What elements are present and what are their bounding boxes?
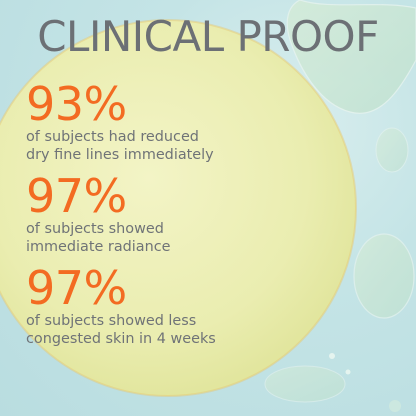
- stat-percent: 93%: [26, 77, 127, 131]
- serum-droplet: [389, 400, 401, 412]
- stat-description-line: of subjects had reduced: [26, 129, 199, 145]
- serum-droplet: [375, 127, 409, 173]
- stat-description-line: dry fine lines immediately: [26, 147, 214, 163]
- page-title: CLINICAL PROOF: [37, 12, 379, 61]
- stat-description-line: congested skin in 4 weeks: [26, 331, 216, 347]
- serum-droplet: [286, 0, 416, 114]
- stat-block: 97% of subjects showed immediate radianc…: [26, 172, 170, 256]
- stat-description-line: immediate radiance: [26, 239, 171, 255]
- stat-description-line: of subjects showed: [26, 221, 164, 237]
- serum-droplet: [264, 365, 346, 403]
- toner-pad: [0, 20, 356, 396]
- serum-droplets: [264, 0, 416, 412]
- toner-pad-edge: [0, 19, 357, 397]
- stat-percent: 97%: [26, 169, 127, 223]
- stat-block: 97% of subjects showed less congested sk…: [26, 264, 216, 348]
- stat-block: 93% of subjects had reduced dry fine lin…: [26, 80, 214, 164]
- serum-droplet: [329, 353, 335, 359]
- stat-percent: 97%: [26, 261, 127, 315]
- serum-droplet: [345, 369, 351, 375]
- stat-description-line: of subjects showed less: [26, 313, 197, 329]
- serum-droplet: [353, 233, 415, 319]
